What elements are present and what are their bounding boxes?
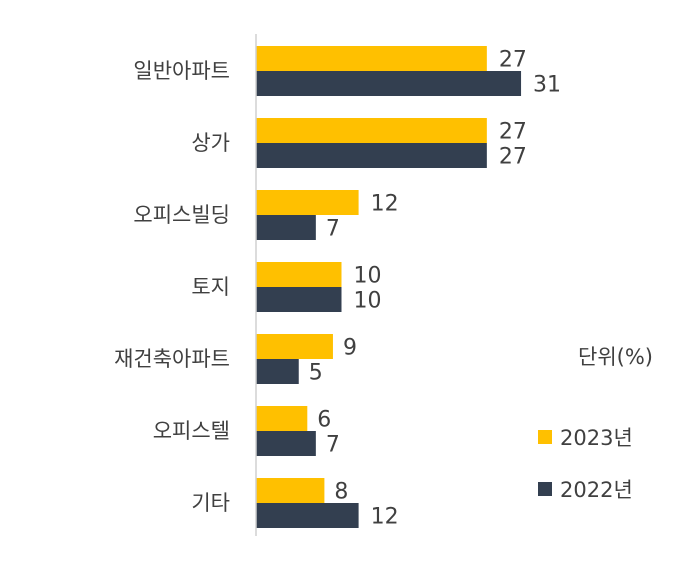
unit-label: 단위(%): [578, 345, 653, 369]
legend-label-2023: 2023년: [560, 426, 633, 450]
bar-2023: [256, 478, 325, 503]
category-label: 재건축아파트: [114, 347, 230, 371]
data-label: 27: [499, 120, 527, 145]
legend-label-2022: 2022년: [560, 478, 633, 502]
data-label: 27: [499, 145, 527, 170]
legend-swatch-2023: [538, 430, 552, 444]
data-label: 10: [354, 264, 382, 289]
category-label: 기타: [191, 491, 230, 515]
bar-2023: [256, 262, 342, 287]
bar-2022: [256, 215, 316, 240]
category-label: 오피스텔: [153, 419, 230, 443]
data-label: 31: [533, 73, 561, 98]
data-label: 12: [371, 505, 399, 530]
data-label: 10: [354, 289, 382, 314]
data-label: 7: [326, 217, 340, 242]
bar-2022: [256, 287, 342, 312]
legend-swatch-2022: [538, 482, 552, 496]
data-label: 7: [326, 433, 340, 458]
bar-2023: [256, 46, 487, 71]
data-label: 12: [371, 192, 399, 217]
bar-2022: [256, 359, 299, 384]
category-label: 토지: [191, 275, 230, 299]
data-label: 5: [309, 361, 323, 386]
bar-2023: [256, 406, 308, 431]
category-label: 상가: [191, 131, 230, 155]
data-label: 6: [317, 408, 331, 433]
bar-2022: [256, 503, 359, 528]
data-label: 27: [499, 48, 527, 73]
bar-2022: [256, 143, 487, 168]
category-label: 오피스빌딩: [133, 203, 230, 227]
bar-2023: [256, 118, 487, 143]
bar-2022: [256, 71, 522, 96]
bar-2023: [256, 334, 333, 359]
legend: 2023년 2022년: [538, 426, 633, 502]
data-label: 8: [334, 480, 348, 505]
bar-2022: [256, 431, 316, 456]
data-label: 9: [343, 336, 357, 361]
category-label: 일반아파트: [133, 59, 230, 83]
bar-2023: [256, 190, 359, 215]
